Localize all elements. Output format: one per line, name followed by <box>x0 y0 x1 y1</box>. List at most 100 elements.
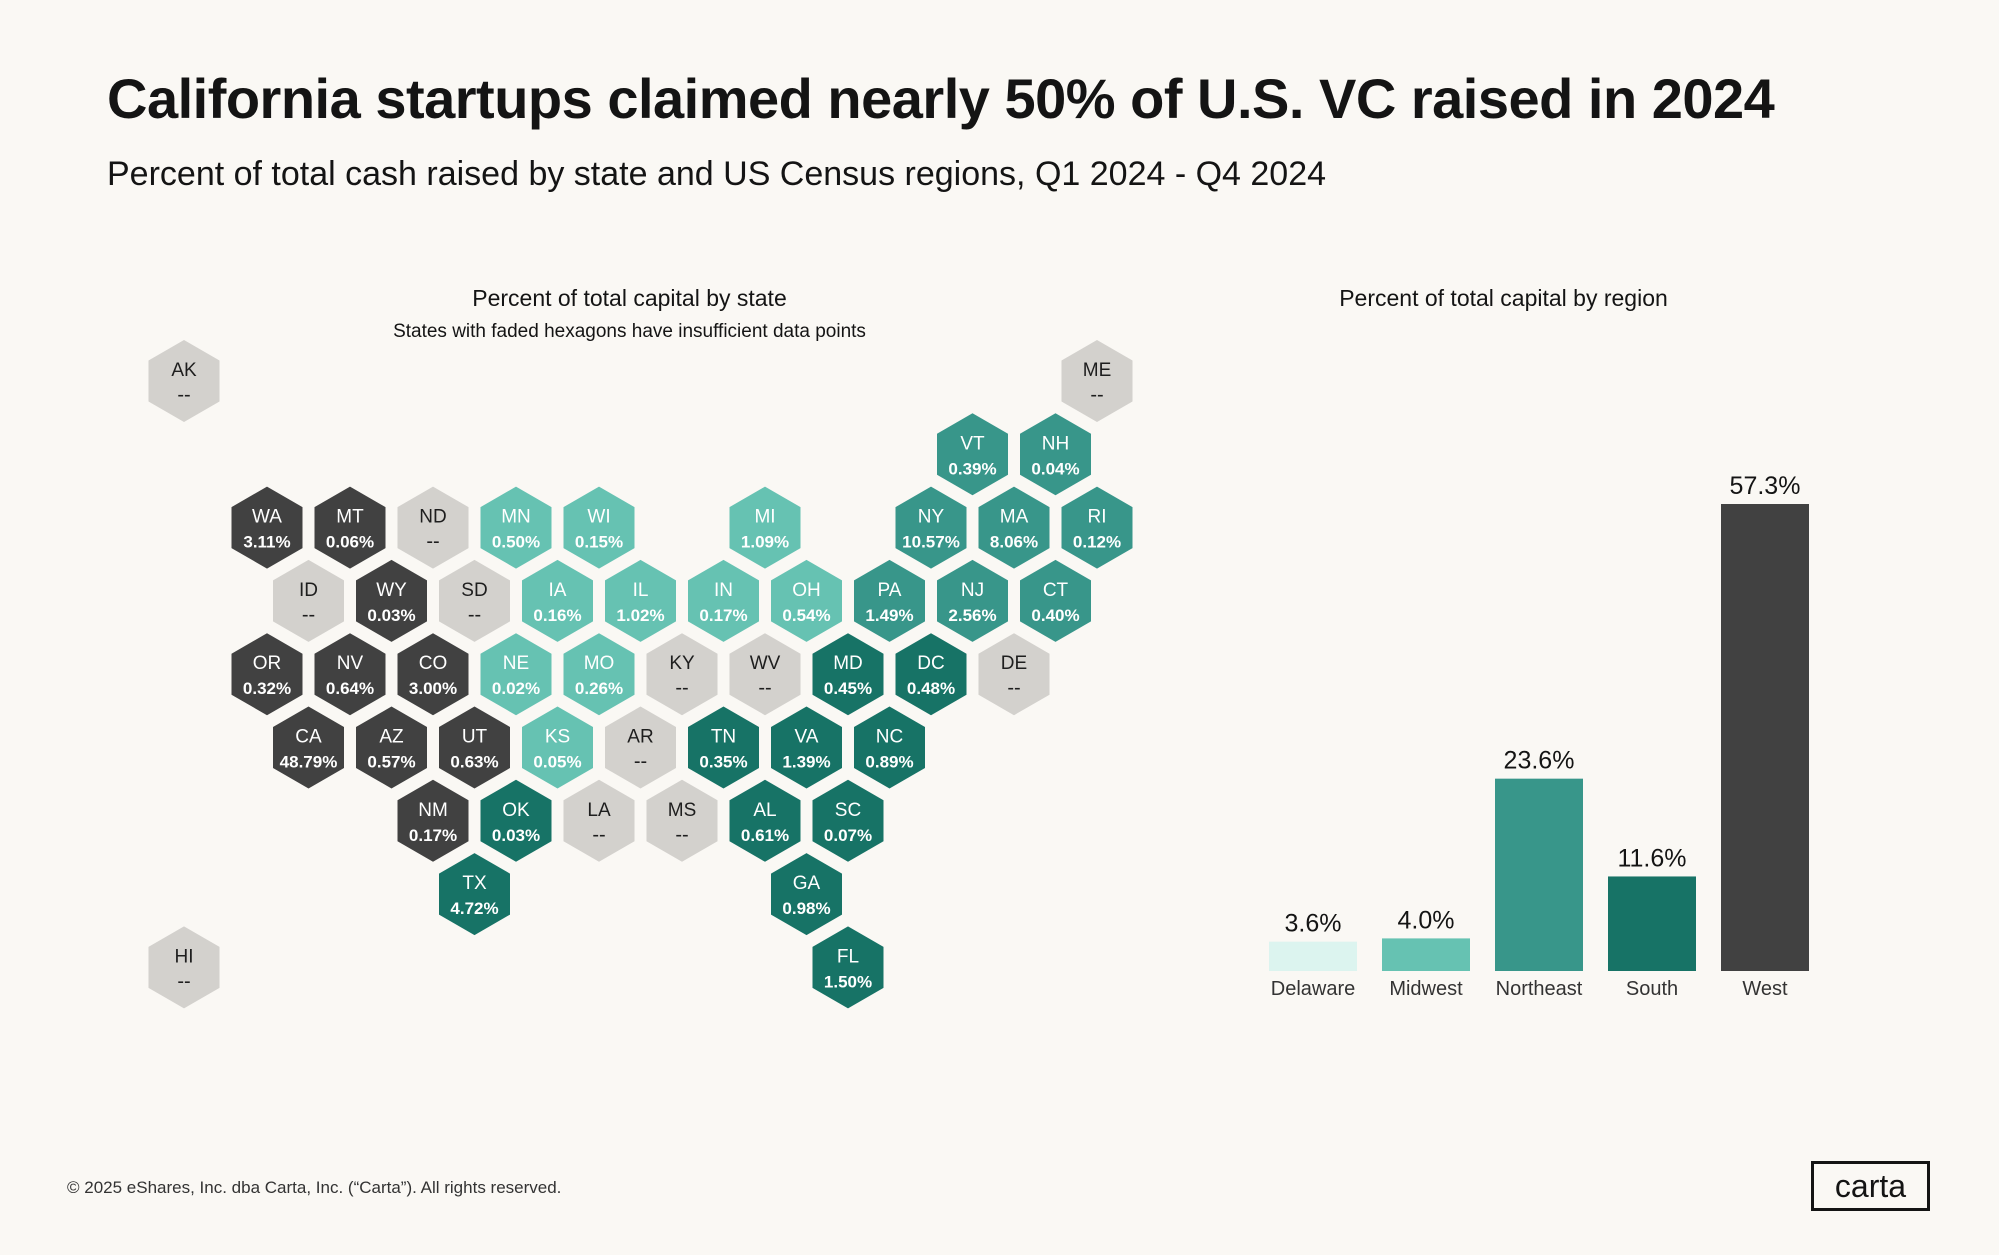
state-code-label: ME <box>1083 360 1112 381</box>
hex-shape <box>563 486 635 569</box>
state-value-label: 0.03% <box>492 826 540 845</box>
state-value-label: 0.48% <box>907 679 955 698</box>
state-hex-ak: AK -- <box>148 340 220 422</box>
hex-shape <box>646 633 718 716</box>
hex-shape <box>688 706 759 789</box>
state-hex-ne: NE 0.02% <box>480 633 552 716</box>
hex-shape <box>439 706 510 789</box>
state-code-label: IN <box>714 580 733 601</box>
state-value-label: -- <box>675 824 688 846</box>
state-code-label: VA <box>795 727 819 748</box>
state-hex-sd: SD -- <box>439 559 510 642</box>
state-value-label: 0.64% <box>326 679 374 698</box>
state-value-label: 0.17% <box>409 826 457 845</box>
state-code-label: IL <box>633 580 649 601</box>
hex-shape <box>148 926 220 1009</box>
hex-shape <box>522 706 593 789</box>
state-hex-in: IN 0.17% <box>688 559 759 642</box>
state-value-label: 8.06% <box>990 533 1038 552</box>
bar-category-label-midwest: Midwest <box>1389 978 1463 1000</box>
hex-shape <box>605 706 676 789</box>
state-code-label: LA <box>587 800 611 821</box>
state-code-label: UT <box>462 727 488 748</box>
state-code-label: OR <box>253 653 282 674</box>
state-hex-or: OR 0.32% <box>231 633 303 716</box>
state-hex-wy: WY 0.03% <box>356 559 427 642</box>
bar-value-label-south: 11.6% <box>1617 844 1686 872</box>
bar-south <box>1608 876 1696 971</box>
hex-shape <box>231 486 303 569</box>
state-hex-de: DE -- <box>978 633 1050 716</box>
hex-shape <box>439 853 510 936</box>
state-hex-az: AZ 0.57% <box>356 706 427 789</box>
state-value-label: -- <box>592 824 605 846</box>
hex-shape <box>895 486 967 569</box>
state-code-label: DC <box>917 653 944 674</box>
state-code-label: MA <box>1000 507 1029 528</box>
state-code-label: NC <box>876 727 903 748</box>
state-hex-md: MD 0.45% <box>812 633 884 716</box>
bar-category-label-delaware: Delaware <box>1271 978 1355 1000</box>
hex-shape <box>480 633 552 716</box>
bar-west <box>1721 504 1809 971</box>
state-value-label: 0.17% <box>699 606 747 625</box>
state-hex-ar: AR -- <box>605 706 676 789</box>
state-value-label: -- <box>758 677 771 699</box>
state-hex-ma: MA 8.06% <box>978 486 1050 569</box>
state-value-label: 0.03% <box>367 606 415 625</box>
page-subtitle: Percent of total cash raised by state an… <box>107 155 1327 193</box>
hex-shape <box>812 779 884 862</box>
state-hex-sc: SC 0.07% <box>812 779 884 862</box>
hex-shape <box>480 486 552 569</box>
state-value-label: -- <box>468 604 481 626</box>
state-value-label: 0.02% <box>492 679 540 698</box>
bar-northeast <box>1495 778 1583 971</box>
hex-shape <box>439 559 510 642</box>
hex-shape <box>563 779 635 862</box>
bar-value-label-midwest: 4.0% <box>1398 906 1455 934</box>
state-value-label: 0.05% <box>533 753 581 772</box>
bar-delaware <box>1269 941 1357 971</box>
region-bar-chart: 3.6% Delaware 4.0% Midwest 23.6% Northeast 11.… <box>1269 472 1809 1000</box>
hex-shape <box>356 706 427 789</box>
bar-midwest <box>1382 938 1470 971</box>
state-value-label: -- <box>675 677 688 699</box>
state-value-label: 0.50% <box>492 533 540 552</box>
state-value-label: 0.04% <box>1031 459 1079 478</box>
state-value-label: 0.12% <box>1073 533 1121 552</box>
state-hex-ky: KY -- <box>646 633 718 716</box>
state-code-label: CT <box>1043 580 1069 601</box>
state-code-label: PA <box>878 580 902 601</box>
state-code-label: KS <box>545 727 570 748</box>
state-value-label: 0.39% <box>948 459 996 478</box>
state-code-label: MS <box>668 800 697 821</box>
hex-shape <box>605 559 676 642</box>
state-code-label: CA <box>295 727 322 748</box>
state-code-label: KY <box>669 653 695 674</box>
copyright-footer: © 2025 eShares, Inc. dba Carta, Inc. (“C… <box>67 1178 562 1197</box>
hex-shape <box>937 413 1008 496</box>
state-hex-mt: MT 0.06% <box>314 486 386 569</box>
state-code-label: SD <box>461 580 487 601</box>
bar-category-label-northeast: Northeast <box>1496 978 1583 1000</box>
state-hex-wi: WI 0.15% <box>563 486 635 569</box>
state-hex-ok: OK 0.03% <box>480 779 552 862</box>
state-value-label: -- <box>1007 677 1020 699</box>
state-code-label: WV <box>750 653 781 674</box>
state-hex-co: CO 3.00% <box>397 633 469 716</box>
state-hex-oh: OH 0.54% <box>771 559 842 642</box>
map-chart-note: States with faded hexagons have insuffic… <box>393 321 866 342</box>
hex-shape <box>771 706 842 789</box>
state-hex-al: AL 0.61% <box>729 779 801 862</box>
state-code-label: NJ <box>961 580 984 601</box>
hex-shape <box>771 559 842 642</box>
state-hex-mo: MO 0.26% <box>563 633 635 716</box>
hex-shape <box>397 779 469 862</box>
hex-shape <box>729 633 801 716</box>
state-value-label: 0.45% <box>824 679 872 698</box>
state-value-label: 48.79% <box>280 753 338 772</box>
state-code-label: MT <box>336 507 364 528</box>
state-value-label: 3.11% <box>243 533 290 552</box>
bar-chart-title: Percent of total capital by region <box>1339 285 1668 311</box>
state-value-label: -- <box>426 531 439 553</box>
